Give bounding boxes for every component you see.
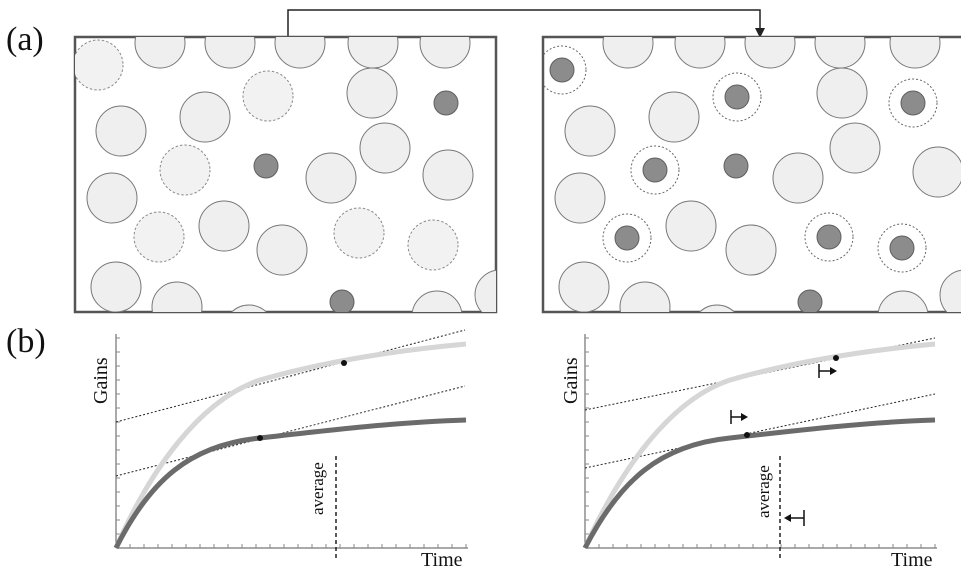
depleted-patch [407,219,459,271]
patch [829,122,881,174]
dark-patch [723,153,749,179]
patch [95,105,147,157]
dark-patch [253,153,279,179]
axis-ticks [585,337,936,548]
tangent-point-poor [744,432,750,438]
patch-map-before [73,35,498,314]
y-axis-label: Gains [90,357,112,404]
patch [877,290,929,312]
y-axis-label: Gains [560,357,582,404]
patch [256,224,308,276]
poor-patch-curve [582,417,936,550]
depleted-patch-core [549,57,575,83]
tangent-line-rich [115,329,466,423]
poor-patch-curve [113,417,467,550]
average-shift-arrow [784,510,805,526]
patch [889,37,941,69]
gain-curve-plot-right: average Gains Time [560,334,937,567]
panel-b-label: (b) [6,323,46,360]
patch [816,67,868,119]
depleted-patch-core [614,225,640,251]
x-axis-label: Time [891,549,933,567]
patch [198,200,250,252]
patch [347,37,399,69]
patch [151,281,203,312]
depleted-patch [133,211,185,263]
depleted-patch-core [642,157,668,183]
depleted-patch-core [816,224,842,250]
patch [230,304,268,312]
patch [274,37,326,69]
patch [134,37,186,69]
average-label: average [308,462,327,515]
patch [939,269,961,312]
axis-ticks [116,337,467,548]
tangent-point-rich [341,360,347,366]
rich-patch-curve [113,341,467,549]
rich-patch-shift-arrow [818,364,837,378]
depleted-patch-core [889,235,915,261]
patch [698,304,736,312]
patch [602,37,654,69]
patch [619,281,671,312]
average-label: average [754,465,773,518]
patch [305,152,357,204]
rich-patch-curve [582,341,936,550]
transition-arrow [287,9,765,38]
patch [674,37,726,69]
patch [86,172,138,224]
patch [346,67,398,119]
patch [411,290,463,312]
x-axis-label: Time [421,549,463,567]
depleted-patch [242,70,294,122]
depleted-patch-core [724,84,750,110]
patch [554,172,606,224]
tangent-line-poor [115,385,466,477]
patch [474,269,496,312]
depleted-patch [159,144,211,196]
patch [558,261,610,312]
tangent-point-rich [833,355,839,361]
patch [359,122,411,174]
poor-patch-shift-arrow [730,410,748,424]
patch [648,91,700,143]
patch [744,37,796,69]
panel-a-label: (a) [6,21,44,58]
patch [204,37,256,69]
depleted-patch [333,207,385,259]
dark-patch [329,289,355,312]
patch [814,37,866,69]
patch [772,152,824,204]
tangent-point-poor [257,435,263,441]
patch [912,146,961,198]
patch [422,149,474,201]
patch [90,261,142,312]
patch [665,200,717,252]
patch [419,37,471,69]
dark-patch [797,289,823,312]
dark-patch [900,90,926,116]
patch [725,224,777,276]
dark-patch [433,90,459,116]
patch-map-after [541,35,961,314]
gain-curve-plot-left: average Gains Time [90,329,468,567]
depleted-patch [75,39,124,91]
patch [179,91,231,143]
patch [564,105,616,157]
